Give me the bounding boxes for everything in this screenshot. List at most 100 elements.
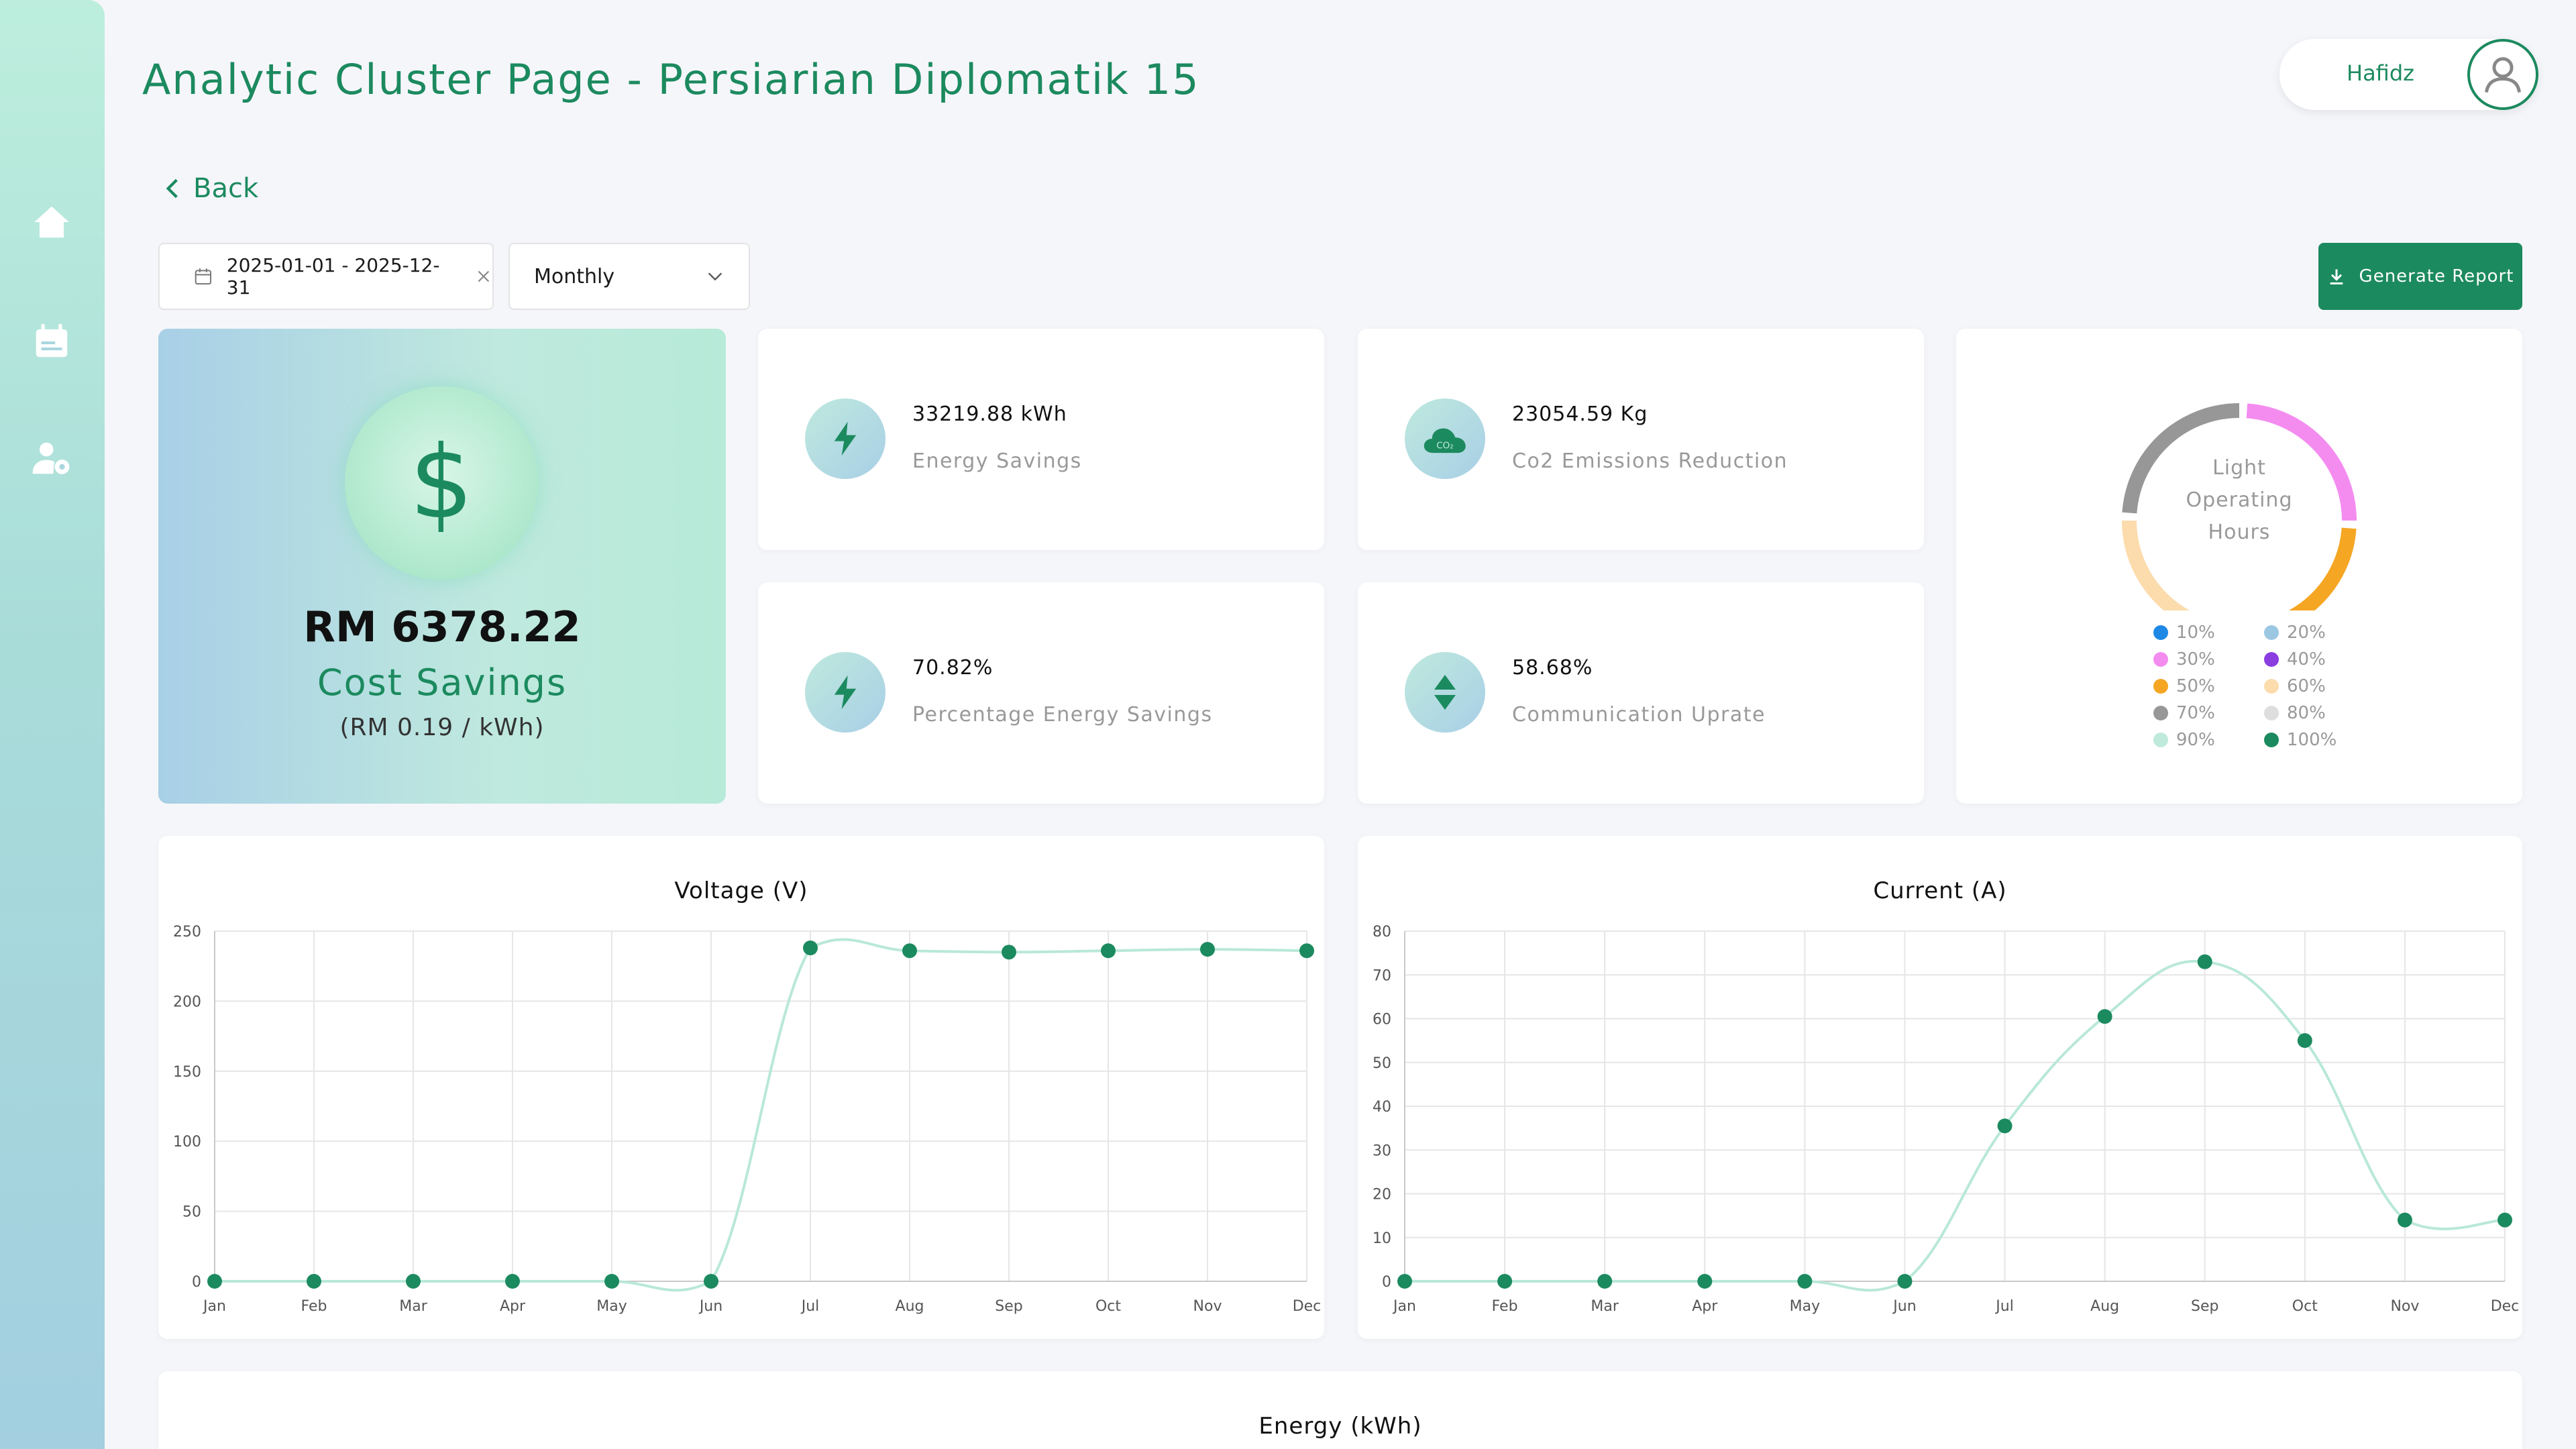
chevron-left-icon bbox=[166, 178, 178, 199]
data-point-sep[interactable] bbox=[2197, 954, 2212, 969]
legend-item[interactable]: 10% bbox=[2153, 621, 2264, 644]
data-point-oct[interactable] bbox=[1101, 943, 1116, 959]
energy-chart-title: Energy (kWh) bbox=[1258, 1413, 1422, 1440]
home-icon[interactable] bbox=[31, 201, 72, 243]
legend-dot bbox=[2264, 625, 2279, 640]
data-point-nov[interactable] bbox=[1200, 942, 1215, 957]
data-point-feb[interactable] bbox=[1497, 1274, 1513, 1289]
legend-label: 20% bbox=[2287, 623, 2326, 643]
cost-rate: (RM 0.19 / kWh) bbox=[339, 714, 545, 741]
data-point-dec[interactable] bbox=[1299, 943, 1314, 959]
y-tick-label: 0 bbox=[1382, 1274, 1391, 1291]
data-point-apr[interactable] bbox=[1697, 1274, 1713, 1289]
legend-item[interactable]: 20% bbox=[2264, 621, 2375, 644]
legend-label: 40% bbox=[2287, 649, 2326, 669]
chevron-down-icon bbox=[708, 272, 722, 281]
data-point-jun[interactable] bbox=[704, 1274, 718, 1289]
legend-item[interactable]: 50% bbox=[2153, 675, 2264, 698]
x-tick-label: Dec bbox=[2491, 1298, 2520, 1315]
date-range-picker[interactable]: 2025-01-01 - 2025-12-31 bbox=[158, 243, 494, 310]
data-point-apr[interactable] bbox=[505, 1274, 520, 1289]
legend-item[interactable]: 40% bbox=[2264, 648, 2375, 671]
y-tick-label: 60 bbox=[1373, 1012, 1391, 1028]
data-point-nov[interactable] bbox=[2397, 1212, 2412, 1228]
donut-segment-50pct[interactable] bbox=[2239, 527, 2357, 610]
legend-item[interactable]: 90% bbox=[2153, 729, 2264, 751]
legend-label: 100% bbox=[2287, 730, 2337, 750]
generate-report-button[interactable]: Generate Report bbox=[2318, 243, 2522, 310]
data-point-may[interactable] bbox=[604, 1274, 619, 1289]
legend-label: 70% bbox=[2176, 703, 2215, 723]
energy-chart-card: Energy (kWh) bbox=[158, 1371, 2522, 1449]
data-point-dec[interactable] bbox=[2498, 1212, 2512, 1228]
donut-segment-70pct[interactable] bbox=[2122, 403, 2240, 514]
voltage-chart-title: Voltage (V) bbox=[674, 877, 808, 904]
legend-label: 10% bbox=[2176, 623, 2215, 643]
cost-savings-value: RM 6378.22 bbox=[303, 602, 581, 651]
y-tick-label: 80 bbox=[1373, 924, 1391, 941]
period-select[interactable]: Monthly bbox=[508, 243, 750, 310]
data-point-feb[interactable] bbox=[307, 1274, 321, 1289]
legend-item[interactable]: 30% bbox=[2153, 648, 2264, 671]
x-tick-label: Aug bbox=[896, 1298, 924, 1315]
donut-segment-30pct[interactable] bbox=[2246, 403, 2357, 521]
x-tick-label: Jun bbox=[698, 1298, 722, 1315]
legend-label: 50% bbox=[2176, 676, 2215, 696]
data-point-mar[interactable] bbox=[1597, 1274, 1613, 1289]
back-label: Back bbox=[193, 173, 259, 204]
legend-label: 60% bbox=[2287, 676, 2326, 696]
donut-title: Light Operating Hours bbox=[1956, 452, 2522, 549]
co2-reduction-label: Co2 Emissions Reduction bbox=[1512, 449, 1788, 473]
x-tick-label: Jul bbox=[800, 1298, 820, 1315]
data-point-jan[interactable] bbox=[207, 1274, 222, 1289]
user-menu[interactable]: Hafidz bbox=[2279, 39, 2538, 110]
clear-icon[interactable] bbox=[475, 268, 492, 285]
avatar[interactable] bbox=[2467, 39, 2538, 110]
legend-item[interactable]: 100% bbox=[2264, 729, 2375, 751]
period-value: Monthly bbox=[534, 264, 615, 288]
legend-item[interactable]: 60% bbox=[2264, 675, 2375, 698]
user-gear-icon[interactable] bbox=[31, 437, 72, 479]
current-chart-title: Current (A) bbox=[1873, 877, 2007, 904]
legend-dot bbox=[2264, 733, 2279, 747]
energy-savings-value: 33219.88 kWh bbox=[912, 402, 1067, 426]
communication-uprate-label: Communication Uprate bbox=[1512, 703, 1766, 727]
legend-item[interactable]: 80% bbox=[2264, 702, 2375, 724]
back-button[interactable]: Back bbox=[164, 173, 258, 204]
up-down-arrows-icon bbox=[1405, 652, 1485, 733]
communication-uprate-card: 58.68% Communication Uprate bbox=[1358, 582, 1924, 804]
data-point-aug[interactable] bbox=[2097, 1009, 2112, 1024]
x-tick-label: Jul bbox=[1994, 1298, 2014, 1315]
co2-reduction-card: CO₂ 23054.59 Kg Co2 Emissions Reduction bbox=[1358, 329, 1924, 550]
x-tick-label: Apr bbox=[500, 1298, 526, 1315]
user-name: Hafidz bbox=[2347, 60, 2414, 86]
legend-dot bbox=[2153, 625, 2168, 640]
calendar-icon[interactable] bbox=[31, 321, 72, 362]
x-tick-label: Nov bbox=[1193, 1298, 1222, 1315]
legend-dot bbox=[2264, 706, 2279, 720]
data-point-jul[interactable] bbox=[1997, 1118, 2012, 1134]
data-point-mar[interactable] bbox=[406, 1274, 421, 1289]
x-tick-label: Feb bbox=[1492, 1298, 1518, 1315]
data-point-jul[interactable] bbox=[803, 941, 818, 956]
legend-item[interactable]: 70% bbox=[2153, 702, 2264, 724]
data-point-sep[interactable] bbox=[1002, 945, 1016, 960]
x-tick-label: Oct bbox=[2292, 1298, 2318, 1315]
donut-segment-60pct[interactable] bbox=[2122, 520, 2232, 610]
data-point-jan[interactable] bbox=[1397, 1274, 1412, 1289]
sidebar bbox=[0, 0, 105, 1449]
data-point-may[interactable] bbox=[1797, 1274, 1813, 1289]
donut-title-line: Hours bbox=[2208, 521, 2271, 544]
cost-savings-card: $ RM 6378.22 Cost Savings (RM 0.19 / kWh… bbox=[158, 329, 726, 804]
y-tick-label: 50 bbox=[1373, 1055, 1391, 1072]
data-point-jun[interactable] bbox=[1897, 1274, 1913, 1289]
data-point-oct[interactable] bbox=[2297, 1033, 2312, 1049]
percentage-energy-savings-label: Percentage Energy Savings bbox=[912, 703, 1213, 727]
donut-legend: 10% 20% 30% 40% 50% 60% 70% 80% 90% 100% bbox=[2153, 621, 2375, 751]
energy-savings-label: Energy Savings bbox=[912, 449, 1082, 473]
voltage-chart: 0 50 100 150 200 250 Jan Feb Mar Apr May Jun Jul Aug S… bbox=[173, 924, 1321, 1315]
current-chart: 0 10 20 30 40 50 60 70 80 Jan Feb Mar Apr May Jun Jul Au… bbox=[1373, 924, 2520, 1315]
data-point-aug[interactable] bbox=[902, 943, 917, 959]
series-line bbox=[215, 938, 1307, 1292]
bolt-icon bbox=[805, 398, 885, 479]
